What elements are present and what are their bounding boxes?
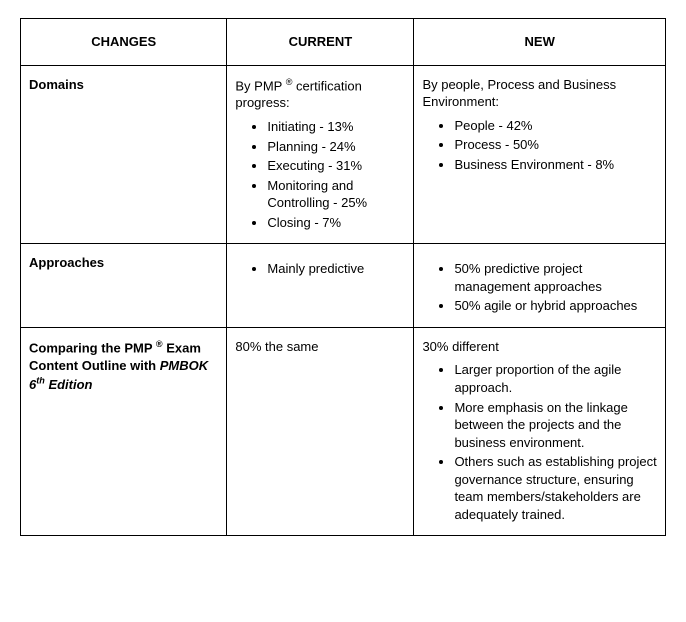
cell-new: 30% different Larger proportion of the ag… <box>414 327 666 535</box>
cell-intro: By PMP ® certification progress: <box>235 76 405 112</box>
cell-current: By PMP ® certification progress: Initiati… <box>227 65 414 244</box>
header-new: NEW <box>414 19 666 66</box>
bullet-list: 50% predictive project management approa… <box>422 260 657 315</box>
bullet-list: Larger proportion of the agile approach.… <box>422 361 657 523</box>
header-changes: CHANGES <box>21 19 227 66</box>
bullet-list: People - 42%Process - 50% Business Enviro… <box>422 117 657 174</box>
header-current: CURRENT <box>227 19 414 66</box>
bullet-item: More emphasis on the linkage between the… <box>454 399 657 452</box>
table-row: DomainsBy PMP ® certification progress: I… <box>21 65 666 244</box>
table-row: Comparing the PMP ® Exam Content Outline… <box>21 327 666 535</box>
cell-new: 50% predictive project management approa… <box>414 244 666 328</box>
bullet-item: Planning - 24% <box>267 138 405 156</box>
comparison-table: CHANGES CURRENT NEW DomainsBy PMP ® cert… <box>20 18 666 536</box>
bullet-item: Mainly predictive <box>267 260 405 278</box>
bullet-list: Mainly predictive <box>235 260 405 278</box>
bullet-item: Process - 50% <box>454 136 657 154</box>
cell-current: 80% the same <box>227 327 414 535</box>
header-row: CHANGES CURRENT NEW <box>21 19 666 66</box>
bullet-item: Initiating - 13% <box>267 118 405 136</box>
bullet-item: Monitoring and Controlling - 25% <box>267 177 405 212</box>
table-body: DomainsBy PMP ® certification progress: I… <box>21 65 666 536</box>
bullet-item: Others such as establishing project gove… <box>454 453 657 523</box>
row-label: Approaches <box>21 244 227 328</box>
bullet-item: 50% predictive project management approa… <box>454 260 657 295</box>
row-label: Comparing the PMP ® Exam Content Outline… <box>21 327 227 535</box>
cell-new: By people, Process and Business Environm… <box>414 65 666 244</box>
row-label: Domains <box>21 65 227 244</box>
cell-intro: 80% the same <box>235 338 405 356</box>
cell-current: Mainly predictive <box>227 244 414 328</box>
bullet-item: Executing - 31% <box>267 157 405 175</box>
table-head: CHANGES CURRENT NEW <box>21 19 666 66</box>
page: CHANGES CURRENT NEW DomainsBy PMP ® cert… <box>0 0 686 556</box>
cell-intro: 30% different <box>422 338 657 356</box>
cell-intro: By people, Process and Business Environm… <box>422 76 657 111</box>
bullet-item: Business Environment - 8% <box>454 156 657 174</box>
bullet-item: Closing - 7% <box>267 214 405 232</box>
bullet-list: Initiating - 13% Planning - 24%Executing … <box>235 118 405 231</box>
bullet-item: People - 42% <box>454 117 657 135</box>
bullet-item: 50% agile or hybrid approaches <box>454 297 657 315</box>
bullet-item: Larger proportion of the agile approach. <box>454 361 657 396</box>
table-row: Approaches Mainly predictive 50% predictiv… <box>21 244 666 328</box>
